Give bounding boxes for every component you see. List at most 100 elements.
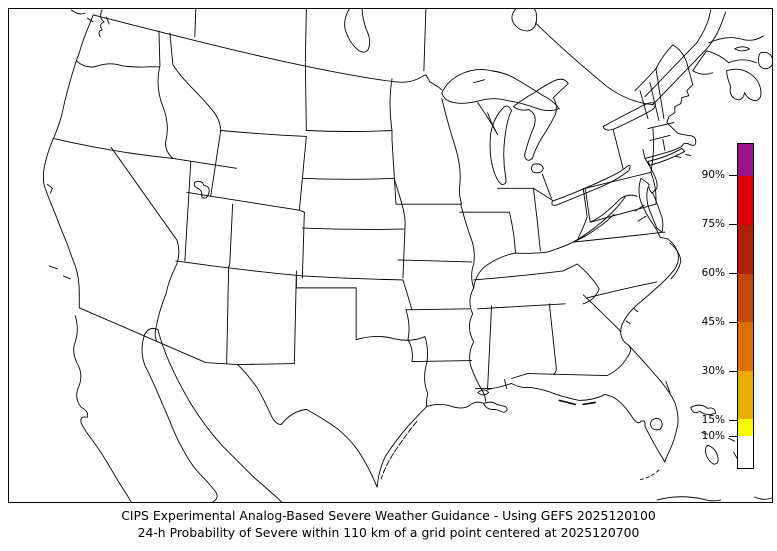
- cuba-coast: [656, 496, 772, 502]
- niagara-river: [612, 129, 624, 169]
- wyoming-borders: [210, 130, 307, 211]
- mn-wi-border: [441, 98, 463, 205]
- il-in-border: [509, 211, 516, 254]
- st-lawrence-river-north: [644, 9, 712, 98]
- ny-east-border: [650, 128, 655, 173]
- colorbar-tick-mark: [729, 419, 737, 421]
- us-mexico-border: [78, 307, 239, 366]
- ca-coast: [42, 138, 80, 309]
- sd-ne-border: [301, 177, 395, 180]
- james-bay: [511, 9, 538, 32]
- nj-coast: [644, 157, 658, 194]
- ok-ar-border: [402, 279, 413, 311]
- la-coast: [426, 401, 485, 409]
- st-lawrence-river-south: [652, 11, 727, 106]
- colorbar-tick-label: 15%: [701, 413, 725, 426]
- gaspe-coast: [706, 50, 757, 64]
- nm-tx-border: [293, 270, 297, 365]
- us-canada-border: [92, 14, 443, 91]
- az-nm-border: [226, 265, 230, 365]
- colorbar-segment-45-60: [738, 273, 753, 323]
- ne-ks-border: [301, 227, 405, 230]
- delaware-bay: [640, 177, 650, 185]
- baja-gulf-coast: [141, 333, 218, 502]
- ar-west-border: [405, 309, 413, 363]
- colorbar-tick-mark: [729, 272, 737, 274]
- id-mt-border: [169, 32, 222, 131]
- maine-north-border: [655, 44, 674, 70]
- ut-co-border: [229, 203, 234, 267]
- colorbar-tick-label: 30%: [701, 364, 725, 377]
- maine-west-border: [655, 68, 665, 120]
- mobile-bay: [504, 379, 507, 389]
- st-lawrence-estuary: [708, 35, 764, 44]
- ia-mo-border: [397, 259, 473, 263]
- border-41n: [186, 191, 305, 213]
- florida-keys: [637, 469, 660, 481]
- map-frame: 90% 75% 60% 45% 30% 15% 10%: [8, 8, 773, 503]
- new-england-coast: [644, 122, 697, 159]
- ga-fl-border: [526, 345, 632, 376]
- vt-nh-border: [649, 82, 660, 121]
- canaveral-barrier: [665, 381, 671, 393]
- tx-nm-32n-border: [237, 363, 295, 366]
- mn-west-border: [389, 78, 397, 205]
- or-coast: [52, 60, 77, 139]
- apalachicola-barrier: [558, 399, 596, 406]
- colorbar-segment-10-15: [738, 419, 753, 436]
- grand-bahama-island: [690, 404, 717, 415]
- sea-island-marks: [625, 308, 639, 325]
- lake-winnipeg: [344, 9, 371, 53]
- ca-nv-border: [110, 146, 178, 241]
- long-island: [647, 147, 686, 166]
- baja-pacific-coast: [73, 315, 132, 502]
- ct-ri-border: [662, 139, 666, 151]
- florida-east-coast: [628, 345, 679, 463]
- lake-okeechobee: [650, 417, 663, 431]
- quebec-45n-border: [634, 68, 657, 92]
- lake-huron: [513, 78, 569, 161]
- maine-coast: [666, 84, 694, 123]
- nv-ut-border: [184, 160, 192, 262]
- sf-bay: [46, 183, 53, 194]
- wa-coast: [75, 14, 94, 62]
- province-border-mb-on: [423, 9, 427, 72]
- colorbar-tick-mark: [729, 370, 737, 372]
- lake-ontario: [602, 102, 656, 131]
- tx-la-border: [424, 336, 429, 407]
- wv-west-border: [577, 216, 588, 239]
- new-brunswick-borders: [692, 50, 714, 75]
- green-bay: [487, 112, 499, 135]
- lake-erie: [551, 165, 631, 206]
- border-37n: [175, 260, 404, 281]
- outer-banks: [669, 242, 682, 280]
- nd-sd-border: [305, 130, 393, 132]
- detroit-river: [541, 173, 552, 199]
- florida-west-coast: [618, 400, 666, 463]
- colorbar-segment-15-30: [738, 370, 753, 420]
- colorbar-tick-label: 75%: [701, 218, 725, 230]
- ga-al-border: [548, 303, 557, 375]
- maine-nb-border: [672, 44, 694, 86]
- tx-gulf-coast: [376, 405, 428, 488]
- cape-breton: [758, 52, 772, 70]
- missouri-river-ne: [393, 177, 406, 230]
- lake-st-clair: [530, 163, 544, 174]
- va-nc-border: [572, 231, 666, 243]
- colorbar-segment-90-100: [738, 144, 753, 177]
- wa-id-border: [158, 30, 161, 67]
- colorbar-tick-mark: [729, 175, 737, 177]
- colorbar-tick-mark: [729, 435, 737, 437]
- colorado-river-delta: [144, 327, 159, 335]
- great-salt-lake: [193, 180, 210, 199]
- channel-islands: [48, 265, 71, 280]
- colorbar-tick-mark: [729, 223, 737, 226]
- ontario-quebec-border: [534, 22, 654, 106]
- andros-island: [705, 444, 719, 465]
- ma-north-border: [647, 122, 675, 129]
- in-oh-border: [532, 187, 541, 252]
- tx-barrier-islands: [380, 420, 418, 480]
- mississippi-delta: [483, 401, 508, 413]
- tn-south-border: [477, 303, 566, 310]
- mo-ar-border: [405, 308, 471, 311]
